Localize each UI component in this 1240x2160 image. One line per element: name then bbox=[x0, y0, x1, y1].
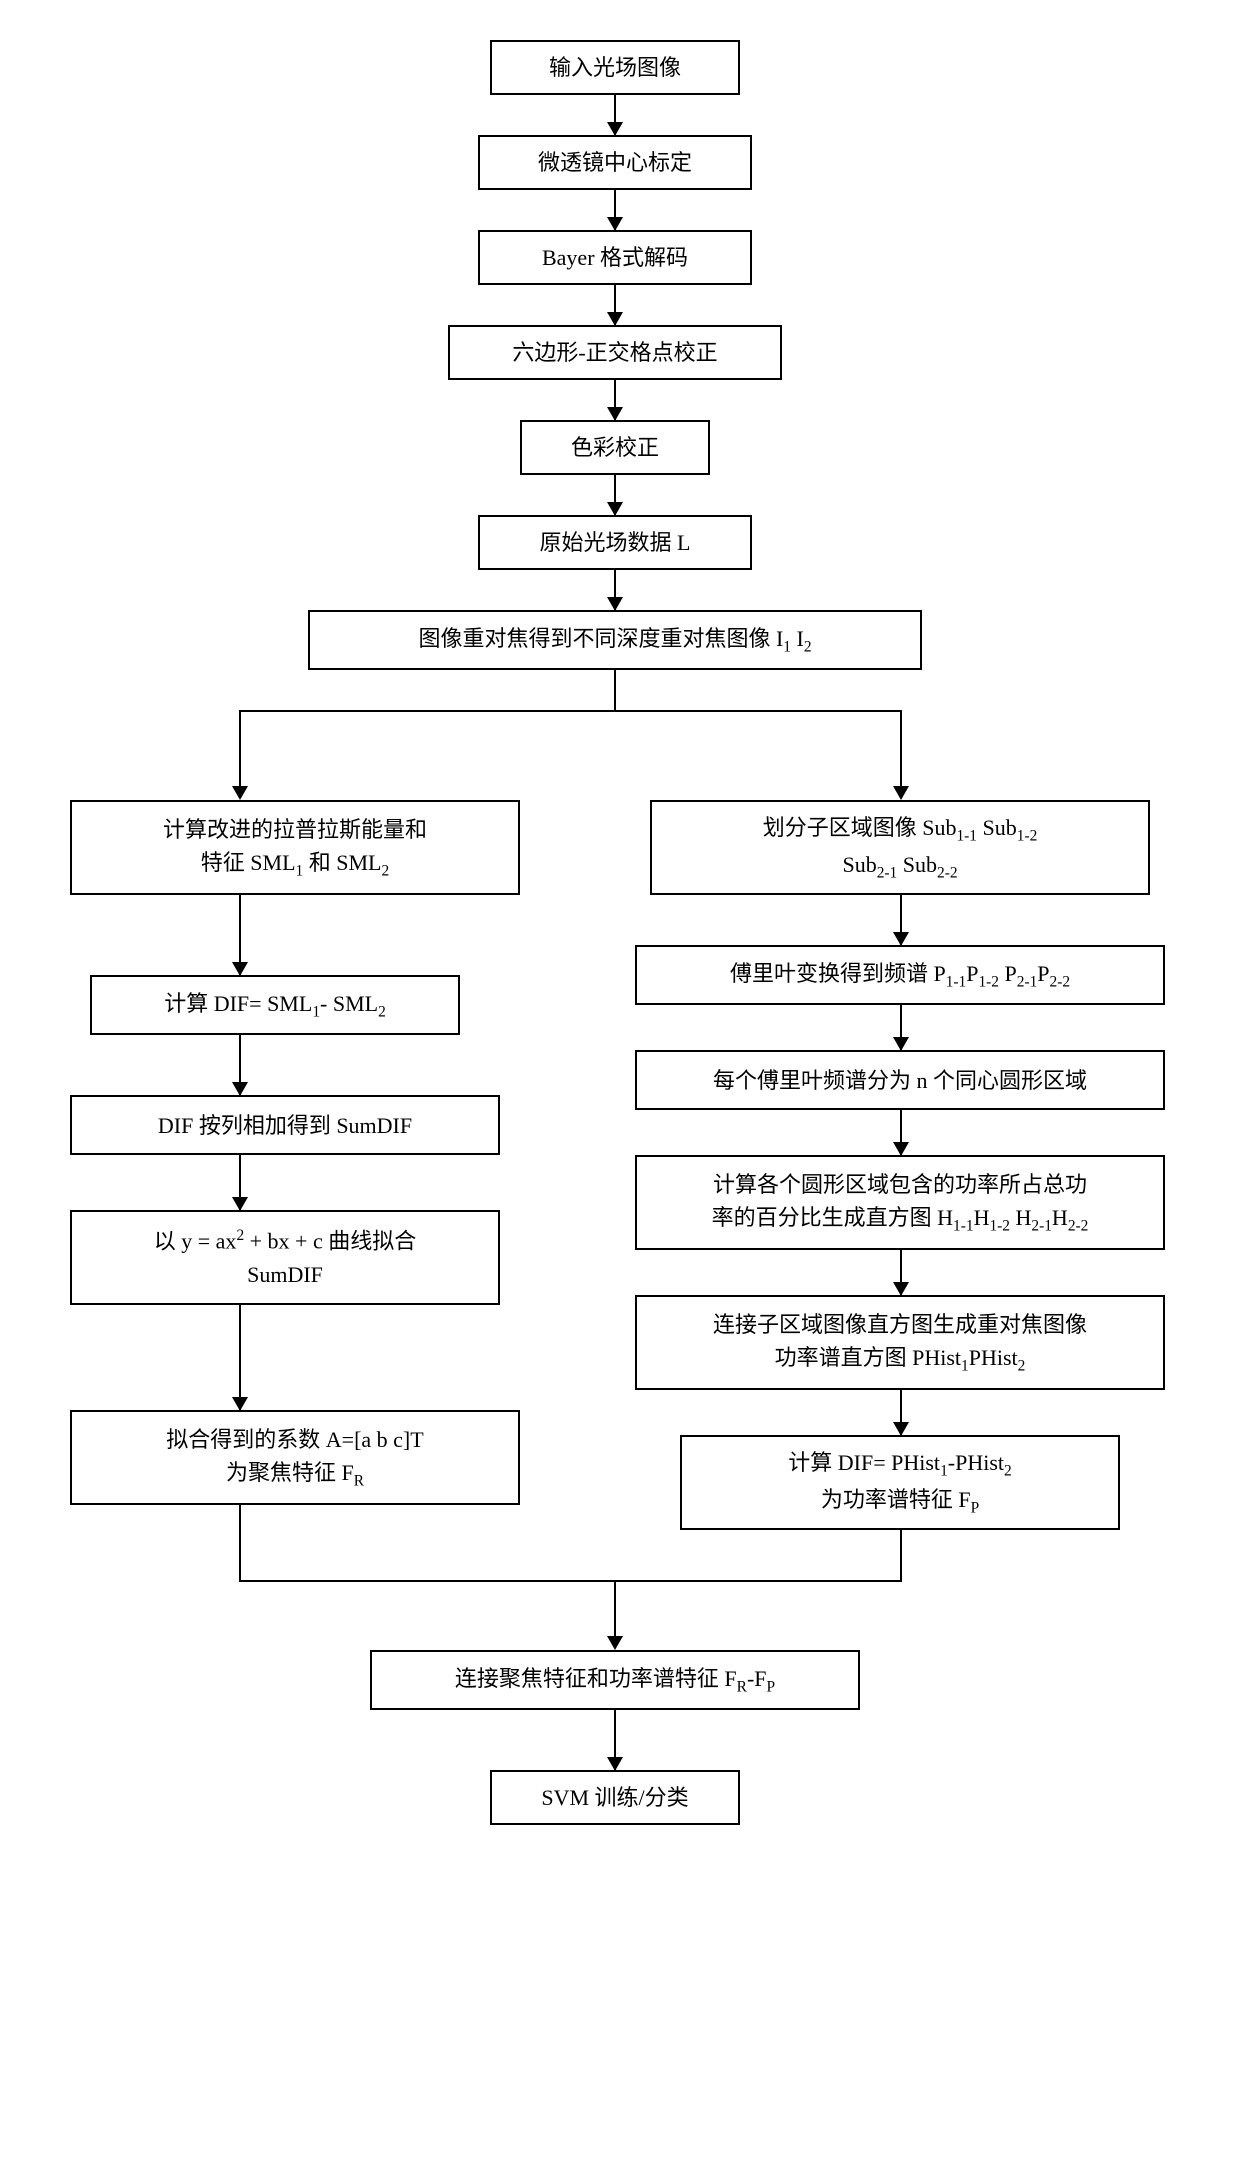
node-dif-sml: 计算 DIF= SML1- SML2 bbox=[90, 975, 460, 1035]
split-line bbox=[900, 710, 902, 786]
node-label: 拟合得到的系数 A=[a b c]T为聚焦特征 FR bbox=[166, 1423, 423, 1493]
node-fourier: 傅里叶变换得到频谱 P1-1P1-2 P2-1P2-2 bbox=[635, 945, 1165, 1005]
node-subregion: 划分子区域图像 Sub1-1 Sub1-2Sub2-1 Sub2-2 bbox=[650, 800, 1150, 895]
arrow bbox=[900, 1005, 902, 1050]
node-label: 计算各个圆形区域包含的功率所占总功率的百分比生成直方图 H1-1H1-2 H2-… bbox=[712, 1168, 1089, 1238]
node-label: 连接聚焦特征和功率谱特征 FR-FP bbox=[455, 1662, 775, 1699]
arrow bbox=[239, 1035, 241, 1095]
node-label: 连接子区域图像直方图生成重对焦图像功率谱直方图 PHist1PHist2 bbox=[713, 1308, 1087, 1378]
merge-line bbox=[239, 1580, 902, 1582]
node-label: 傅里叶变换得到频谱 P1-1P1-2 P2-1P2-2 bbox=[730, 957, 1070, 994]
node-refocus: 图像重对焦得到不同深度重对焦图像 I1 I2 bbox=[308, 610, 922, 670]
node-label: 原始光场数据 L bbox=[540, 526, 691, 559]
arrowhead bbox=[232, 786, 248, 800]
node-microlens-calib: 微透镜中心标定 bbox=[478, 135, 752, 190]
arrow bbox=[614, 190, 616, 230]
node-label: 图像重对焦得到不同深度重对焦图像 I1 I2 bbox=[418, 622, 811, 659]
node-focus-feature: 拟合得到的系数 A=[a b c]T为聚焦特征 FR bbox=[70, 1410, 520, 1505]
arrow bbox=[900, 1250, 902, 1295]
node-label: 划分子区域图像 Sub1-1 Sub1-2Sub2-1 Sub2-2 bbox=[763, 811, 1038, 884]
node-label: 计算改进的拉普拉斯能量和特征 SML1 和 SML2 bbox=[163, 813, 427, 883]
node-label: 输入光场图像 bbox=[549, 51, 681, 84]
node-svm: SVM 训练/分类 bbox=[490, 1770, 740, 1825]
node-raw-lightfield: 原始光场数据 L bbox=[478, 515, 752, 570]
node-label: DIF 按列相加得到 SumDIF bbox=[158, 1109, 412, 1142]
flowchart-container: 输入光场图像 微透镜中心标定 Bayer 格式解码 六边形-正交格点校正 色彩校… bbox=[0, 40, 1240, 2120]
merge-line bbox=[614, 1580, 616, 1636]
arrowhead bbox=[893, 786, 909, 800]
node-sml: 计算改进的拉普拉斯能量和特征 SML1 和 SML2 bbox=[70, 800, 520, 895]
node-power-feature: 计算 DIF= PHist1-PHist2为功率谱特征 FP bbox=[680, 1435, 1120, 1530]
arrow bbox=[614, 95, 616, 135]
node-concentric: 每个傅里叶频谱分为 n 个同心圆形区域 bbox=[635, 1050, 1165, 1110]
node-hex-correction: 六边形-正交格点校正 bbox=[448, 325, 782, 380]
arrow bbox=[900, 1110, 902, 1155]
node-label: SVM 训练/分类 bbox=[541, 1781, 688, 1814]
arrow bbox=[239, 1305, 241, 1410]
node-label: 每个傅里叶频谱分为 n 个同心圆形区域 bbox=[713, 1064, 1087, 1097]
split-line bbox=[614, 670, 616, 710]
arrow bbox=[900, 1390, 902, 1435]
arrow bbox=[239, 1155, 241, 1210]
node-label: 计算 DIF= SML1- SML2 bbox=[164, 987, 386, 1024]
arrow bbox=[614, 1710, 616, 1770]
arrow bbox=[900, 895, 902, 945]
arrow bbox=[614, 285, 616, 325]
arrow bbox=[614, 570, 616, 610]
node-phist: 连接子区域图像直方图生成重对焦图像功率谱直方图 PHist1PHist2 bbox=[635, 1295, 1165, 1390]
split-line bbox=[239, 710, 241, 786]
node-curve-fit: 以 y = ax2 + bx + c 曲线拟合SumDIF bbox=[70, 1210, 500, 1305]
node-bayer-decode: Bayer 格式解码 bbox=[478, 230, 752, 285]
node-label: 微透镜中心标定 bbox=[538, 146, 692, 179]
node-histogram: 计算各个圆形区域包含的功率所占总功率的百分比生成直方图 H1-1H1-2 H2-… bbox=[635, 1155, 1165, 1250]
merge-line bbox=[239, 1505, 241, 1580]
node-input: 输入光场图像 bbox=[490, 40, 740, 95]
node-label: 以 y = ax2 + bx + c 曲线拟合SumDIF bbox=[154, 1224, 416, 1290]
node-label: Bayer 格式解码 bbox=[542, 241, 688, 274]
node-label: 色彩校正 bbox=[571, 431, 659, 464]
arrow bbox=[239, 895, 241, 975]
split-line bbox=[239, 710, 902, 712]
arrow bbox=[614, 475, 616, 515]
arrow bbox=[614, 380, 616, 420]
node-sumdif: DIF 按列相加得到 SumDIF bbox=[70, 1095, 500, 1155]
node-label: 六边形-正交格点校正 bbox=[512, 336, 717, 369]
node-concat-features: 连接聚焦特征和功率谱特征 FR-FP bbox=[370, 1650, 860, 1710]
arrowhead bbox=[607, 1636, 623, 1650]
node-label: 计算 DIF= PHist1-PHist2为功率谱特征 FP bbox=[788, 1446, 1011, 1519]
node-color-correction: 色彩校正 bbox=[520, 420, 710, 475]
merge-line bbox=[900, 1530, 902, 1580]
